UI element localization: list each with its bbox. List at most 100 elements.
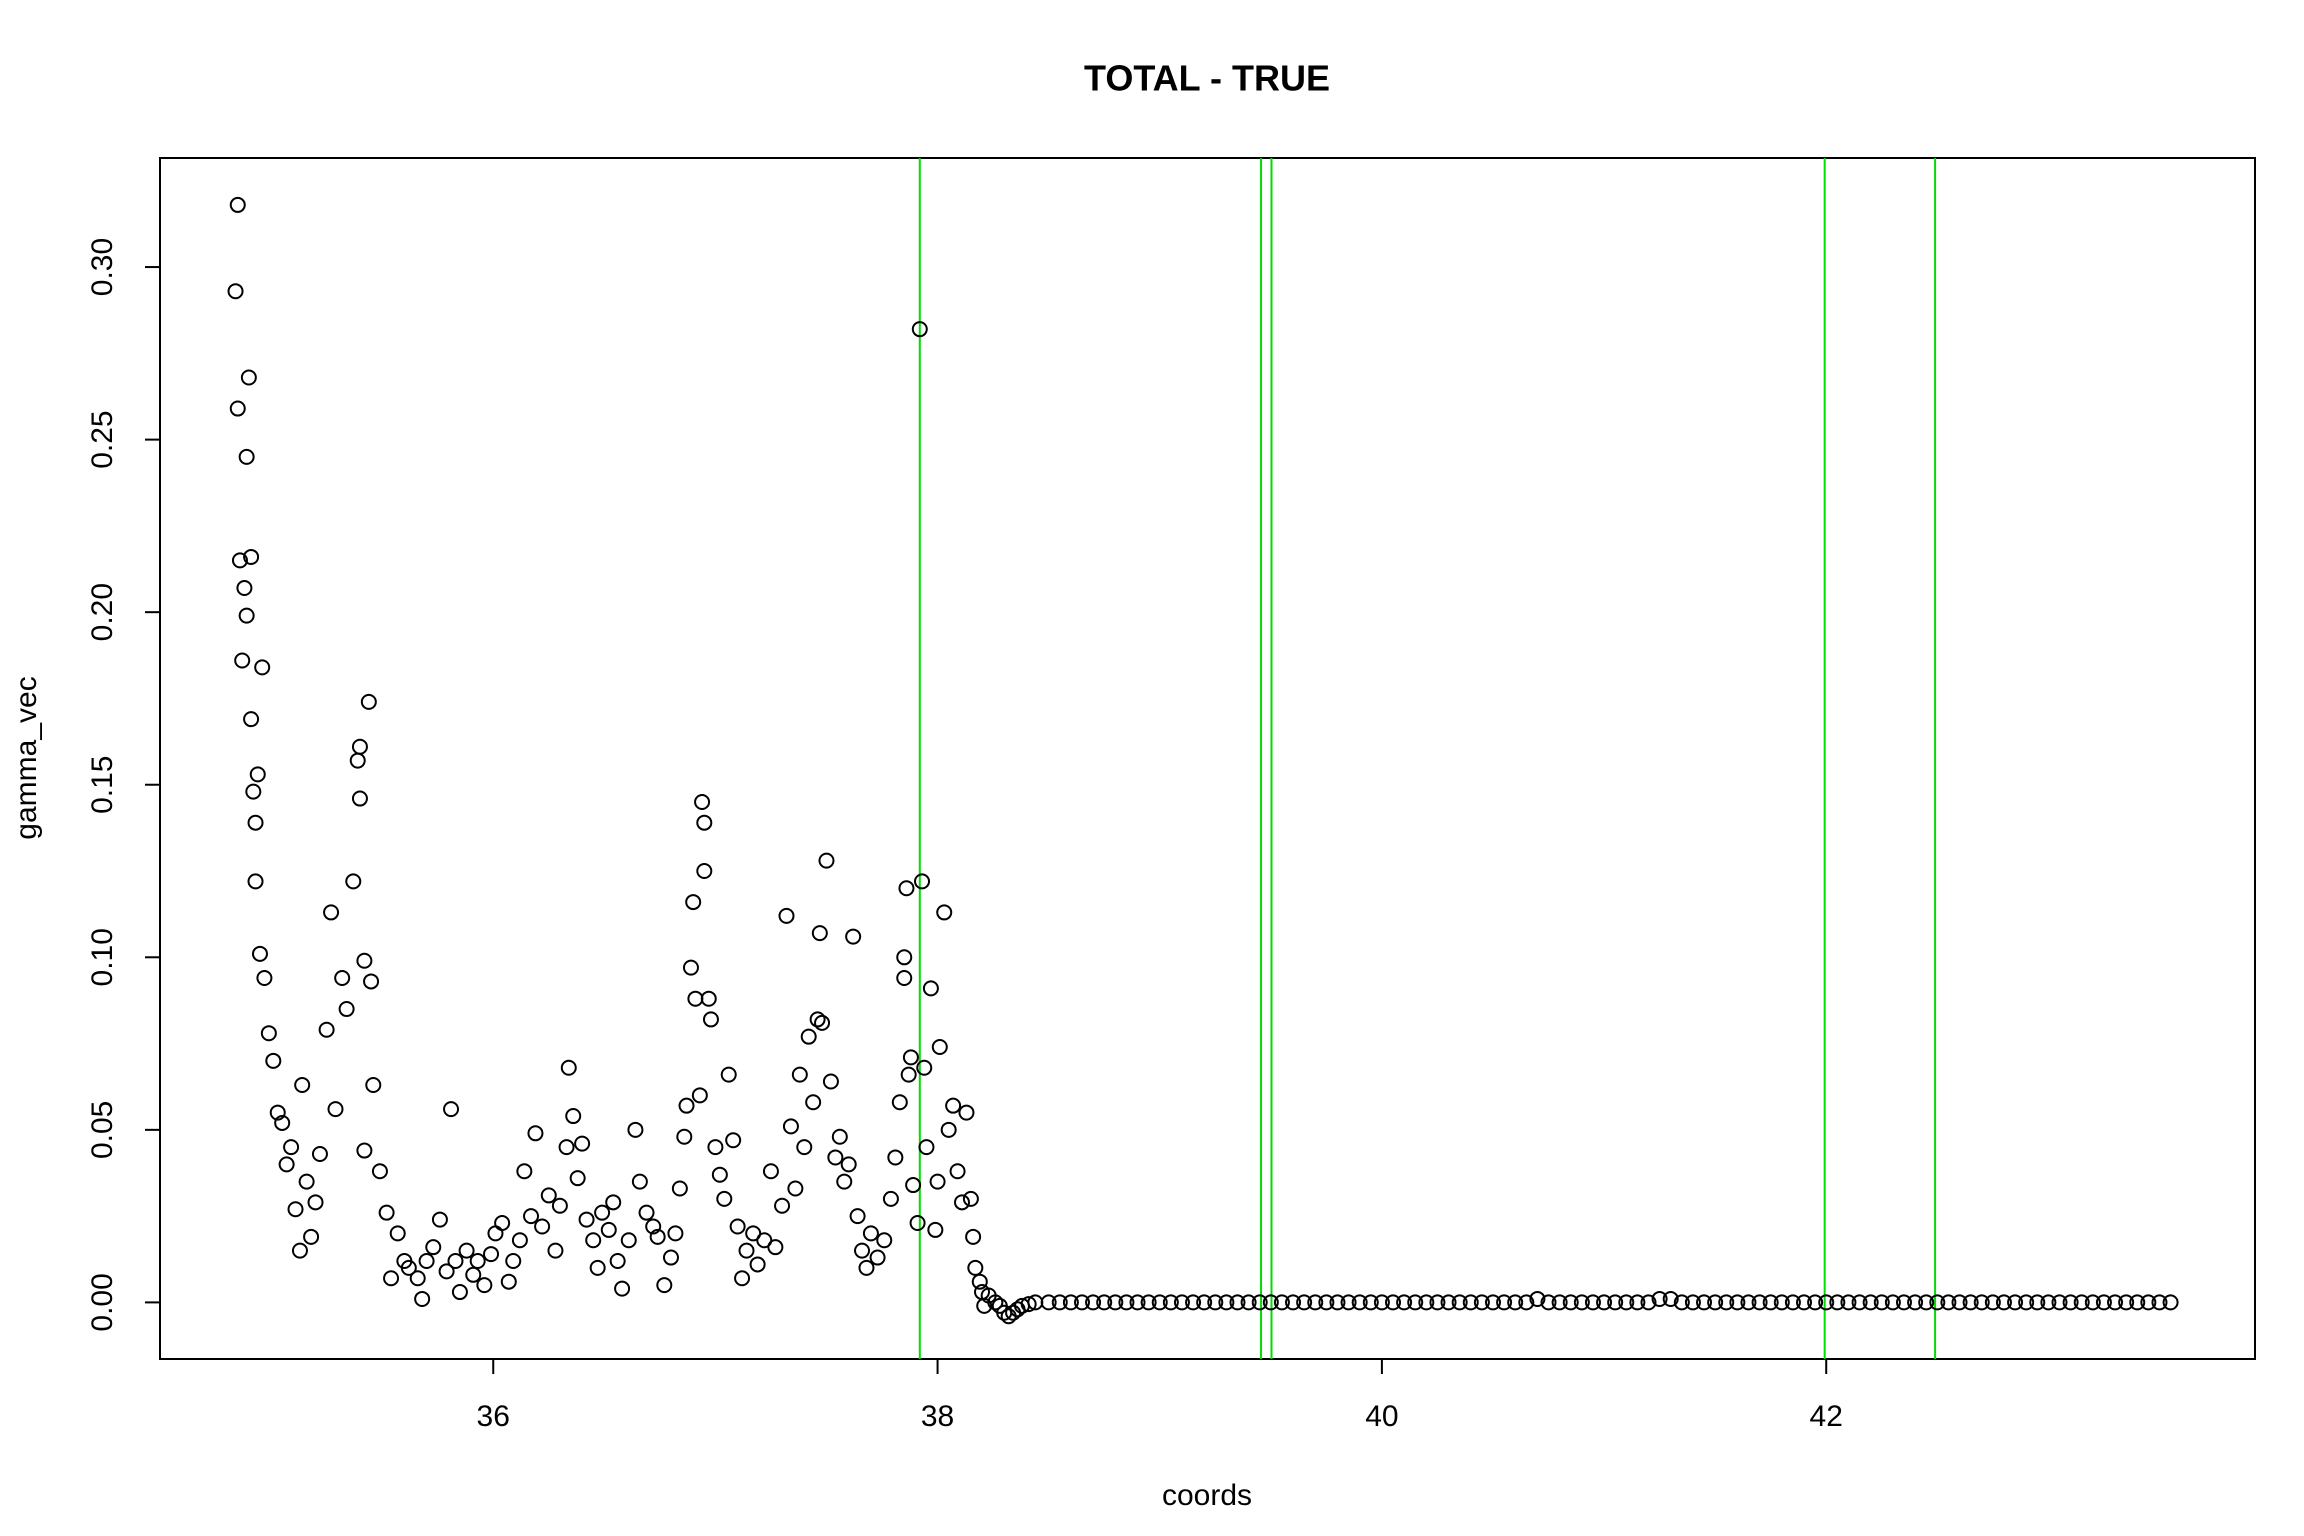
point (414, 1290, 431, 1307)
point (1807, 1294, 1824, 1311)
point (971, 1273, 988, 1290)
point (796, 1139, 813, 1156)
point (274, 1114, 291, 1131)
point (725, 1132, 742, 1149)
point (958, 1104, 975, 1121)
point (565, 1108, 582, 1125)
point (854, 1242, 871, 1259)
point (1407, 1294, 1424, 1311)
y-tick-label: 0.10 (86, 928, 119, 986)
point (614, 1280, 631, 1297)
point (2095, 1294, 2112, 1311)
point (949, 1163, 966, 1180)
point (1751, 1294, 1768, 1311)
point (738, 1242, 755, 1259)
point (294, 1076, 311, 1093)
point (1962, 1294, 1979, 1311)
point (516, 1163, 533, 1180)
point (1873, 1294, 1890, 1311)
point (383, 1270, 400, 1287)
point (1096, 1294, 1113, 1311)
point (1196, 1294, 1213, 1311)
point (1562, 1294, 1579, 1311)
point (234, 652, 251, 669)
point (887, 1149, 904, 1166)
point (909, 1215, 926, 1232)
x-tick-label: 42 (1810, 1400, 1843, 1433)
point (2162, 1294, 2179, 1311)
point (400, 1259, 417, 1276)
point (1629, 1294, 1646, 1311)
point (876, 1232, 893, 1249)
point (1307, 1294, 1324, 1311)
point (589, 1259, 606, 1276)
point (711, 1166, 728, 1183)
point (260, 1025, 277, 1042)
point (409, 1270, 426, 1287)
point (1762, 1294, 1779, 1311)
point (1173, 1294, 1190, 1311)
point (238, 448, 255, 465)
point (931, 1039, 948, 1056)
point (929, 1173, 946, 1190)
point (443, 1101, 460, 1118)
point (685, 894, 702, 911)
point (1995, 1294, 2012, 1311)
point (1796, 1294, 1813, 1311)
point (307, 1194, 324, 1211)
point (682, 959, 699, 976)
point (363, 973, 380, 990)
point (656, 1277, 673, 1294)
point (1462, 1294, 1479, 1311)
point (256, 969, 273, 986)
point (585, 1232, 602, 1249)
point (696, 863, 713, 880)
point (243, 548, 260, 565)
point (1240, 1294, 1257, 1311)
point (356, 952, 373, 969)
point (265, 1052, 282, 1069)
point (1251, 1294, 1268, 1311)
point (818, 852, 835, 869)
point (483, 1246, 500, 1263)
point (1484, 1294, 1501, 1311)
point (2151, 1294, 2168, 1311)
point (1973, 1294, 1990, 1311)
point (238, 607, 255, 624)
point (882, 1190, 899, 1207)
point (1218, 1294, 1235, 1311)
point (351, 738, 368, 755)
point (1451, 1294, 1468, 1311)
point (1929, 1294, 1946, 1311)
point (782, 1118, 799, 1135)
point (1051, 1294, 1068, 1311)
point (676, 1128, 693, 1145)
point (469, 1252, 486, 1269)
point (378, 1204, 395, 1221)
point (1918, 1294, 1935, 1311)
point (1262, 1294, 1279, 1311)
x-axis-label: coords (1162, 1479, 1252, 1512)
point (1684, 1294, 1701, 1311)
point (1573, 1294, 1590, 1311)
point (1118, 1294, 1135, 1311)
x-tick-label: 38 (921, 1400, 954, 1433)
point (965, 1228, 982, 1245)
point (458, 1242, 475, 1259)
point (791, 1066, 808, 1083)
point (547, 1242, 564, 1259)
point (1473, 1294, 1490, 1311)
point (1185, 1294, 1202, 1311)
point (476, 1277, 493, 1294)
point (1696, 1294, 1713, 1311)
point (1273, 1294, 1290, 1311)
point (869, 1249, 886, 1266)
point (1818, 1294, 1835, 1311)
point (2118, 1294, 2135, 1311)
point (745, 1225, 762, 1242)
point (1729, 1294, 1746, 1311)
point (371, 1163, 388, 1180)
point (1385, 1294, 1402, 1311)
point (836, 1173, 853, 1190)
